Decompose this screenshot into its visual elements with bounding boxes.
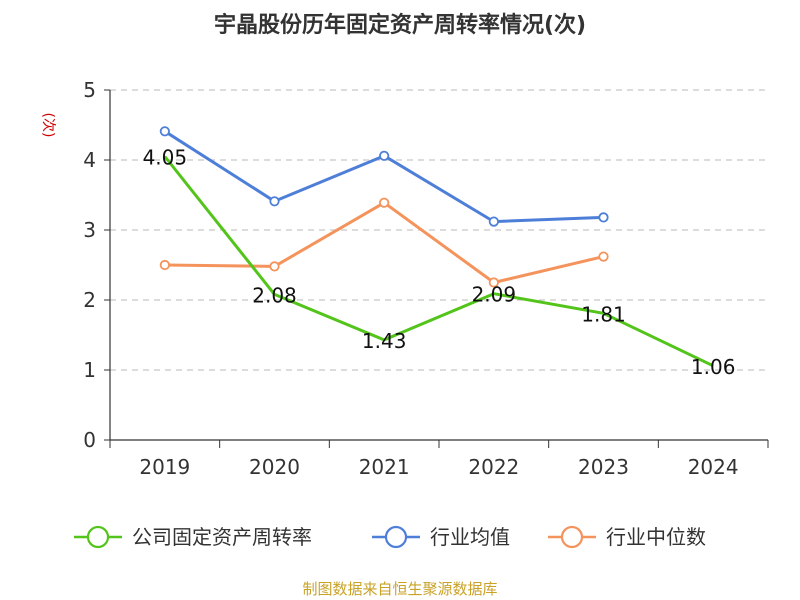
source-note: 制图数据来自恒生聚源数据库 [302, 580, 497, 598]
y-tick-label: 4 [83, 148, 96, 172]
legend-label: 行业中位数 [606, 525, 706, 549]
data-point [379, 197, 390, 208]
legend-item: 行业均值 [372, 525, 510, 549]
data-point [488, 216, 499, 227]
data-point [269, 196, 280, 207]
series-layer [159, 126, 714, 368]
x-tick-label: 2020 [249, 455, 300, 479]
data-point [598, 251, 609, 262]
data-point [159, 126, 170, 137]
data-point [269, 261, 280, 272]
x-tick-label: 2023 [578, 455, 629, 479]
series-2 [159, 126, 609, 227]
data-label: 2.09 [472, 283, 517, 307]
x-tick-label: 2021 [359, 455, 410, 479]
y-tick-label: 0 [83, 428, 96, 452]
chart-title: 宇晶股份历年固定资产周转率情况(次) [214, 12, 586, 38]
legend-marker-icon [86, 525, 110, 549]
series-3 [159, 197, 609, 288]
y-tick-label: 1 [83, 358, 96, 382]
legend-item: 行业中位数 [548, 525, 706, 549]
legend-marker-icon [384, 525, 408, 549]
legend-label: 公司固定资产周转率 [132, 525, 312, 549]
y-tick-label: 5 [83, 78, 96, 102]
y-axis-unit-label: (次) [40, 113, 56, 138]
data-point [159, 259, 170, 271]
data-labels: 4.05 2.08 1.43 2.09 1.81 1.06 [143, 146, 736, 379]
y-tick-label: 3 [83, 218, 96, 242]
series-line [164, 130, 604, 224]
gridlines [110, 89, 768, 371]
data-label: 4.05 [143, 146, 188, 170]
legend: 公司固定资产周转率 行业均值 行业中位数 [74, 525, 706, 549]
data-point [598, 212, 609, 223]
data-label: 1.81 [581, 302, 626, 326]
x-tick-label: 2024 [688, 455, 739, 479]
series-line [164, 201, 604, 284]
axes: 0 1 2 3 4 5 2019 2020 2021 2022 2023 2024 [83, 78, 769, 479]
data-label: 2.08 [252, 283, 297, 307]
y-tick-label: 2 [83, 288, 96, 312]
x-tick-label: 2019 [139, 455, 190, 479]
x-tick-label: 2022 [468, 455, 519, 479]
legend-marker-icon [560, 525, 584, 549]
data-point [379, 150, 390, 161]
data-point [488, 277, 499, 288]
data-label: 1.06 [691, 355, 736, 379]
legend-label: 行业均值 [430, 525, 510, 549]
series-line [163, 155, 714, 368]
series-1 [163, 155, 714, 368]
data-label: 1.43 [362, 329, 407, 353]
legend-item: 公司固定资产周转率 [74, 525, 312, 549]
